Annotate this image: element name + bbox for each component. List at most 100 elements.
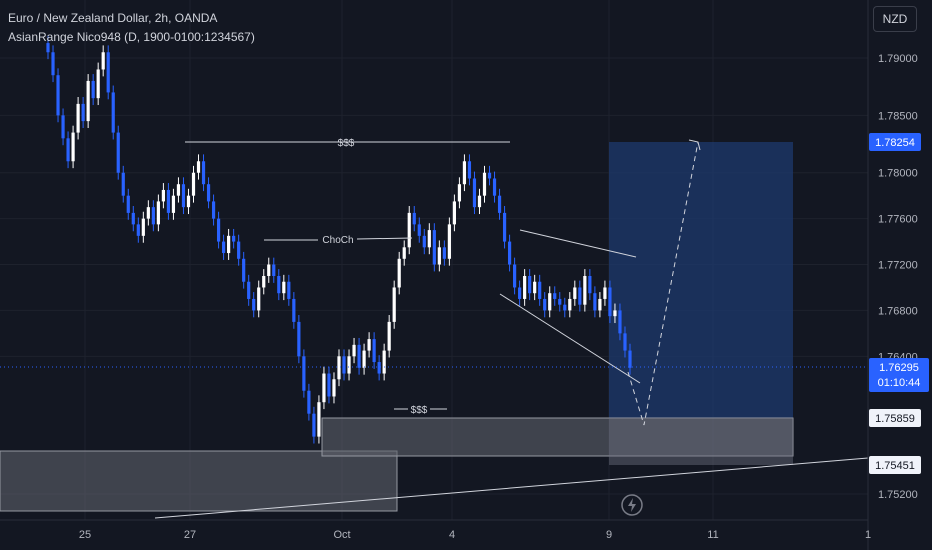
candle-body: [623, 333, 627, 351]
candle: [447, 217, 451, 266]
candle: [427, 223, 431, 255]
candle: [262, 269, 266, 295]
candle: [237, 234, 241, 266]
candle-body: [61, 115, 65, 139]
candle-body: [216, 218, 221, 242]
candle: [297, 315, 301, 364]
candle-body: [51, 52, 55, 76]
mid-zone-overlap: [609, 418, 793, 465]
candle-body: [603, 287, 607, 299]
x-tick-label: 25: [79, 529, 91, 541]
candle: [101, 45, 105, 77]
x-tick-label: 27: [184, 529, 196, 541]
candle-body: [422, 235, 426, 248]
candle: [91, 74, 95, 106]
candle: [332, 372, 336, 404]
y-tick-label: 1.76800: [878, 305, 918, 317]
candle-body: [91, 80, 95, 99]
currency-button[interactable]: NZD: [873, 6, 917, 32]
candle-body: [462, 161, 467, 185]
candle-body: [126, 195, 130, 213]
candle-body: [176, 184, 181, 196]
candle: [141, 211, 145, 243]
candle: [367, 332, 371, 358]
candle-body: [507, 241, 512, 265]
candle-body: [593, 293, 597, 311]
candle-body: [447, 224, 451, 259]
candle-body: [618, 310, 622, 334]
candle-body: [578, 287, 582, 305]
candle-body: [357, 344, 361, 368]
candle-body: [201, 161, 206, 185]
y-tick-label: 1.78500: [878, 110, 918, 122]
wedge-lower-line: [499, 293, 641, 384]
candle-body: [342, 356, 346, 374]
annotation-low-liquidity: $$$: [411, 405, 428, 416]
candle: [151, 200, 155, 232]
candle-body: [292, 298, 296, 322]
price-axis[interactable]: 1.79000 1.78500 1.78000 1.77600 1.77200 1.768…: [867, 0, 918, 550]
candle-body: [518, 287, 522, 299]
candle-body: [628, 350, 632, 368]
candle-body: [237, 241, 241, 259]
zones-layer: [0, 142, 794, 512]
candle: [432, 223, 436, 272]
candle-body: [337, 356, 341, 380]
candle-body: [121, 172, 125, 196]
candle: [156, 194, 160, 232]
candle: [623, 326, 627, 358]
candle-body: [412, 212, 416, 225]
candle-body: [186, 195, 191, 208]
candle: [272, 257, 276, 283]
candle: [372, 332, 376, 369]
candle-body: [427, 230, 431, 248]
candle-body: [347, 356, 351, 374]
price-label: 1.78254: [875, 137, 915, 149]
price-label-bg: [869, 456, 921, 474]
price-label-bg: [869, 133, 921, 151]
candle: [116, 125, 120, 180]
candle: [46, 36, 50, 60]
candle: [166, 183, 171, 220]
candle: [518, 280, 522, 306]
candle: [136, 217, 140, 243]
candle: [467, 154, 472, 186]
indicator-label[interactable]: AsianRange Nico948 (D, 1900-0100:1234567…: [8, 30, 255, 44]
candle: [598, 292, 602, 318]
time-axis[interactable]: 25 27 Oct 4 9 11 1: [0, 519, 871, 541]
candle-body: [146, 207, 150, 219]
candle: [186, 188, 191, 215]
candle-body: [76, 103, 80, 133]
candle-body: [352, 344, 356, 357]
candle-body: [327, 373, 331, 397]
candle: [247, 274, 251, 306]
candle: [161, 183, 165, 209]
candle: [533, 274, 537, 301]
x-tick-label: 4: [449, 529, 455, 541]
price-labels-layer: 1.78254 1.75859 1.75451 1.76295 01:10:44: [869, 133, 929, 474]
candle: [362, 343, 366, 375]
candle-body: [252, 298, 256, 311]
candle-body: [111, 92, 115, 133]
candle-body: [502, 212, 507, 242]
candle-body: [196, 161, 201, 173]
candle: [51, 45, 55, 83]
candle: [442, 240, 446, 266]
candle: [126, 188, 130, 220]
candle-body: [151, 207, 155, 225]
candle-body: [211, 201, 216, 219]
candle: [342, 349, 346, 381]
candle-body: [452, 201, 456, 225]
candle-body: [227, 235, 231, 254]
candle-body: [608, 287, 612, 317]
mid-zone: [321, 417, 794, 457]
candle-body: [472, 178, 477, 208]
candle-body: [523, 276, 527, 299]
candle-body: [598, 298, 602, 311]
candle-body: [528, 276, 532, 294]
replay-icon[interactable]: [621, 494, 643, 516]
candle: [106, 45, 110, 100]
candle-body: [282, 281, 286, 294]
candle: [86, 74, 90, 128]
